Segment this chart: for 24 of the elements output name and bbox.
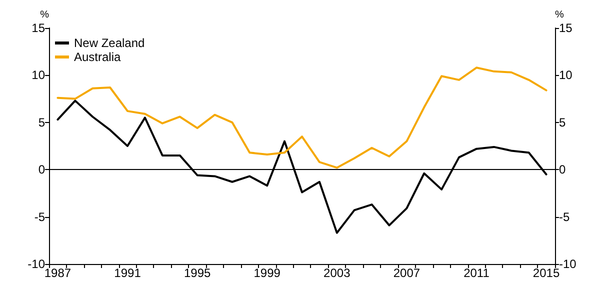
y-tick-label: -5 bbox=[34, 210, 46, 224]
y2-tick-label: 5 bbox=[559, 115, 566, 130]
y2-tick-label: 10 bbox=[559, 68, 573, 82]
y-tick-label: 0 bbox=[38, 162, 46, 177]
y-tick-label: -10 bbox=[28, 257, 46, 271]
y-tick-label: 5 bbox=[38, 115, 46, 130]
x-tick-label: 1999 bbox=[254, 266, 281, 280]
y-tick-label: 15 bbox=[32, 21, 46, 35]
legend-label: Australia bbox=[74, 50, 122, 64]
x-tick-label: 2011 bbox=[464, 266, 490, 280]
y2-tick-label: 15 bbox=[559, 21, 573, 35]
y2-tick-label: 0 bbox=[559, 162, 566, 177]
y-tick-label: 10 bbox=[32, 68, 46, 82]
x-tick-label: 2007 bbox=[393, 266, 420, 280]
legend-label: New Zealand bbox=[74, 36, 145, 50]
y2-axis-title: % bbox=[555, 10, 564, 20]
y2-tick-label: -10 bbox=[559, 257, 577, 271]
y2-tick-label: -5 bbox=[559, 210, 570, 224]
x-tick-label: 1987 bbox=[44, 266, 72, 280]
x-tick-label: 2015 bbox=[532, 266, 560, 280]
x-tick-label: 1995 bbox=[184, 266, 211, 280]
x-tick-label: 1991 bbox=[114, 266, 142, 280]
x-tick-label: 2003 bbox=[324, 266, 351, 280]
y-axis-title: % bbox=[40, 10, 50, 20]
